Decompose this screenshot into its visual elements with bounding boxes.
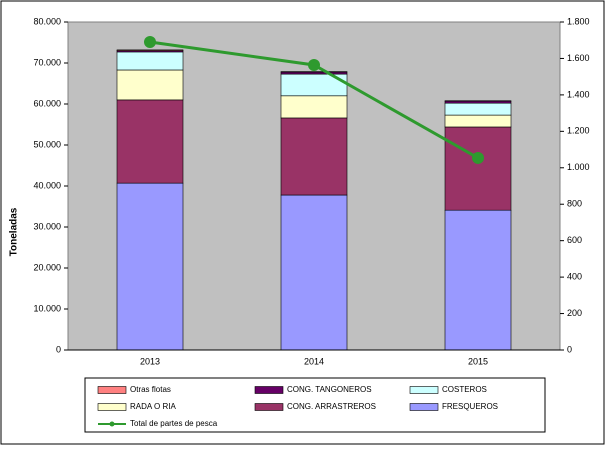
bar-segment xyxy=(281,118,347,195)
bar-segment xyxy=(445,210,511,350)
legend-swatch xyxy=(255,404,283,411)
legend-swatch xyxy=(98,404,126,411)
y2-tick-label: 1.600 xyxy=(567,53,590,63)
bar-segment xyxy=(117,52,183,70)
bar-segment xyxy=(445,103,511,115)
legend-label: COSTEROS xyxy=(442,385,487,394)
bar-segment xyxy=(281,96,347,118)
y2-tick-label: 600 xyxy=(567,235,582,245)
legend-swatch xyxy=(410,404,438,411)
bar-segment xyxy=(117,70,183,100)
legend-swatch xyxy=(410,387,438,394)
bar-segment xyxy=(117,183,183,350)
bar-segment xyxy=(445,127,511,210)
y2-tick-label: 200 xyxy=(567,308,582,318)
y-axis-label: Toneladas xyxy=(9,207,20,256)
legend-label: Otras flotas xyxy=(130,385,171,394)
y-tick-label: 50.000 xyxy=(33,139,61,149)
legend-marker xyxy=(110,422,115,427)
legend-label: RADA O RIA xyxy=(130,402,176,411)
legend-swatch xyxy=(98,387,126,394)
bar-segment xyxy=(281,72,347,74)
y2-tick-label: 800 xyxy=(567,199,582,209)
x-tick-label: 2014 xyxy=(304,356,324,366)
bar-segment xyxy=(117,50,183,51)
line-point xyxy=(472,152,484,164)
bar-segment xyxy=(445,101,511,103)
y-tick-label: 80.000 xyxy=(33,16,61,26)
y-tick-label: 70.000 xyxy=(33,57,61,67)
x-tick-label: 2013 xyxy=(140,356,160,366)
legend-label: FRESQUEROS xyxy=(442,402,498,411)
y-tick-label: 0 xyxy=(56,344,61,354)
y-tick-label: 60.000 xyxy=(33,98,61,108)
line-point xyxy=(308,59,320,71)
y-tick-label: 10.000 xyxy=(33,303,61,313)
y2-tick-label: 1.800 xyxy=(567,16,590,26)
y2-tick-label: 0 xyxy=(567,344,572,354)
y2-tick-label: 1.000 xyxy=(567,162,590,172)
legend-label: CONG. TANGONEROS xyxy=(287,385,372,394)
legend-label: Total de partes de pesca xyxy=(130,419,218,428)
y2-tick-label: 1.200 xyxy=(567,126,590,136)
line-point xyxy=(144,36,156,48)
x-tick-label: 2015 xyxy=(468,356,488,366)
y2-tick-label: 400 xyxy=(567,271,582,281)
y-tick-label: 20.000 xyxy=(33,262,61,272)
bar-segment xyxy=(117,100,183,183)
y-tick-label: 40.000 xyxy=(33,180,61,190)
bar-segment xyxy=(445,115,511,127)
bar-segment xyxy=(281,195,347,350)
legend-swatch xyxy=(255,387,283,394)
y-tick-label: 30.000 xyxy=(33,221,61,231)
y2-tick-label: 1.400 xyxy=(567,89,590,99)
legend-label: CONG. ARRASTREROS xyxy=(287,402,376,411)
